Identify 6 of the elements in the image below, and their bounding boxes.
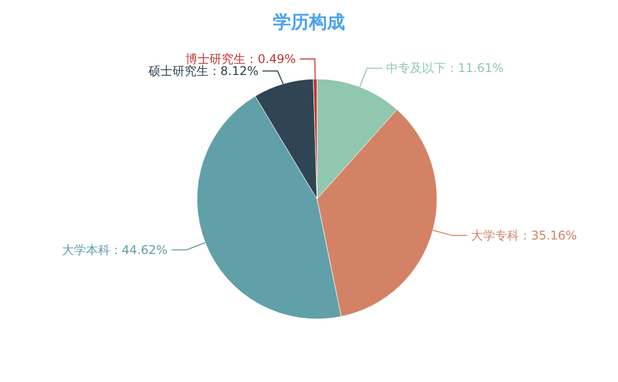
slice-label: 大学专科：35.16% xyxy=(471,228,577,242)
chart-title: 学历构成 xyxy=(273,12,345,33)
slice-label: 中专及以下：11.61% xyxy=(386,61,504,76)
slice-label: 大学本科：44.62% xyxy=(62,242,168,257)
slice-label: 博士研究生：0.49% xyxy=(186,52,296,66)
slice-label: 硕士研究生：8.12% xyxy=(147,64,259,78)
